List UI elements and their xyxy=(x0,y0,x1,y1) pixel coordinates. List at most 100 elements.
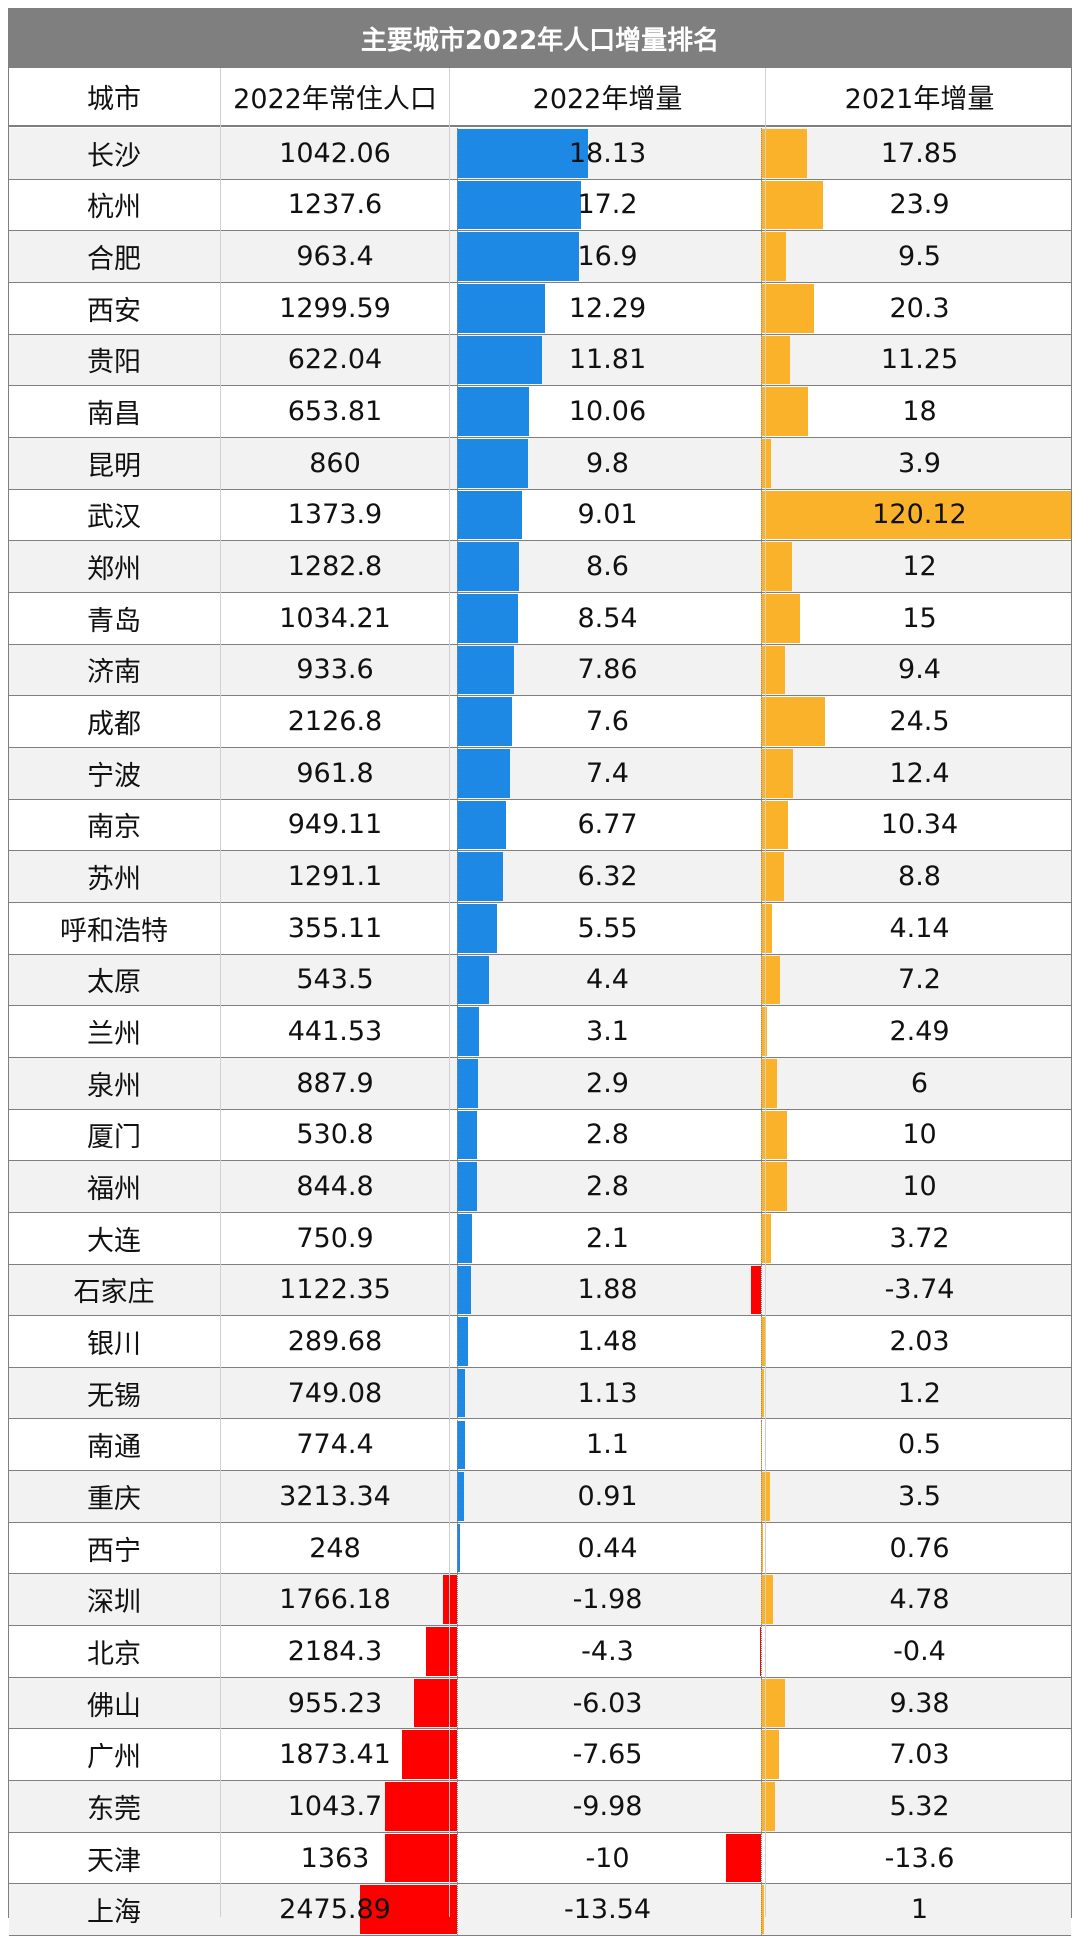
zero-axis-line xyxy=(761,282,762,334)
zero-axis-line xyxy=(761,1781,762,1832)
cell-pop2022: 963.4 xyxy=(221,231,449,282)
table-row: 南京 949.11 6.77 10.34 xyxy=(9,799,1073,852)
table-row: 宁波 961.8 7.4 12.4 xyxy=(9,747,1071,800)
cell-growth2022: 9.01 xyxy=(450,490,765,541)
cell-growth2022: -7.65 xyxy=(450,1729,765,1780)
cell-growth2022-text: 7.6 xyxy=(586,706,629,738)
zero-axis-line xyxy=(457,1574,458,1626)
cell-pop2022-text: 955.23 xyxy=(287,1687,383,1719)
zero-axis-line xyxy=(761,1367,762,1419)
zero-axis-line xyxy=(761,1316,762,1367)
cell-pop2022-text: 749.08 xyxy=(287,1377,383,1409)
zero-axis-line xyxy=(761,696,762,747)
bar-growth-2022 xyxy=(457,748,511,798)
cell-growth2022: 7.6 xyxy=(450,696,765,747)
zero-axis-line xyxy=(457,1781,458,1832)
zero-axis-line xyxy=(457,1006,458,1057)
cell-growth2022-text: 2.1 xyxy=(586,1222,629,1254)
cell-growth2021: 9.5 xyxy=(766,231,1073,282)
cell-growth2021-text: 5.32 xyxy=(889,1790,950,1822)
cell-growth2021: 5.32 xyxy=(766,1781,1073,1832)
cell-city: 石家庄 xyxy=(9,1265,219,1316)
cell-growth2021-text: 11.25 xyxy=(880,344,959,376)
cell-growth2021-text: 9.4 xyxy=(898,654,941,686)
cell-city: 无锡 xyxy=(9,1368,219,1419)
bar-growth-2022 xyxy=(457,852,503,901)
cell-growth2021: 8.8 xyxy=(766,851,1073,902)
cell-city: 兰州 xyxy=(9,1006,219,1057)
bar-growth-2022 xyxy=(457,1523,461,1573)
cell-city: 南通 xyxy=(9,1420,219,1471)
cell-city-text: 福州 xyxy=(87,1174,141,1206)
bar-growth-2022 xyxy=(457,1058,478,1108)
cell-growth2022-text: 1.1 xyxy=(586,1429,629,1461)
bar-growth-2022 xyxy=(457,800,506,850)
cell-pop2022-text: 441.53 xyxy=(287,1016,383,1048)
cell-growth2022-text: 3.1 xyxy=(586,1016,629,1048)
cell-city: 西宁 xyxy=(9,1523,219,1574)
bar-growth-2022 xyxy=(457,593,519,643)
cell-growth2021: 9.4 xyxy=(766,645,1073,696)
cell-pop2022-text: 1299.59 xyxy=(279,292,391,324)
column-divider xyxy=(449,68,450,1917)
cell-pop2022-text: 653.81 xyxy=(287,396,383,428)
cell-growth2021-text: 23.9 xyxy=(889,189,950,221)
zero-axis-line xyxy=(457,1109,458,1161)
bar-growth-2022 xyxy=(457,645,514,695)
cell-pop2022: 949.11 xyxy=(221,800,449,851)
cell-pop2022-text: 355.11 xyxy=(287,912,383,944)
cell-growth2021: 12 xyxy=(766,541,1073,592)
cell-pop2022-text: 750.9 xyxy=(296,1222,374,1254)
cell-growth2021: 24.5 xyxy=(766,696,1073,747)
cell-growth2022: 9.8 xyxy=(450,438,765,489)
bar-growth-2021 xyxy=(761,1368,765,1418)
cell-city: 武汉 xyxy=(9,490,219,541)
cell-growth2022-text: 6.77 xyxy=(577,809,638,841)
cell-pop2022-text: 933.6 xyxy=(296,654,374,686)
cell-growth2021: 10 xyxy=(766,1110,1073,1161)
cell-city-text: 苏州 xyxy=(87,864,141,896)
table-row: 济南 933.6 7.86 9.4 xyxy=(9,644,1073,697)
zero-axis-line xyxy=(761,1729,762,1781)
cell-growth2021-text: 3.9 xyxy=(898,447,941,479)
zero-axis-line xyxy=(457,1626,458,1677)
cell-pop2022-text: 1363 xyxy=(300,1842,370,1874)
table-row: 合肥 963.4 16.9 9.5 xyxy=(9,231,1071,283)
cell-city-text: 武汉 xyxy=(87,502,141,534)
bar-growth-2021 xyxy=(761,1885,764,1935)
zero-axis-line xyxy=(761,179,762,231)
cell-growth2022-text: 0.44 xyxy=(577,1532,638,1564)
cell-growth2021: 120.12 xyxy=(766,490,1073,541)
cell-city: 西安 xyxy=(9,283,219,334)
cell-pop2022-text: 1122.35 xyxy=(279,1274,391,1306)
cell-city-text: 贵阳 xyxy=(87,347,141,379)
cell-growth2021-text: 12 xyxy=(902,551,937,583)
cell-city: 银川 xyxy=(9,1316,219,1367)
bar-growth-2022 xyxy=(385,1782,457,1831)
table-row: 深圳 1766.18 -1.98 4.78 xyxy=(9,1574,1071,1627)
cell-growth2021: 7.03 xyxy=(766,1729,1073,1780)
zero-axis-line xyxy=(761,128,762,179)
zero-axis-line xyxy=(457,1522,458,1574)
bar-growth-2022 xyxy=(457,129,588,178)
bar-growth-2021 xyxy=(761,1575,774,1625)
cell-growth2021-text: 1 xyxy=(910,1894,929,1926)
cell-growth2022: 2.8 xyxy=(450,1110,765,1161)
bar-growth-2021 xyxy=(725,1833,761,1883)
cell-pop2022: 530.8 xyxy=(221,1110,449,1161)
zero-axis-line xyxy=(457,128,458,179)
bar-growth-2022 xyxy=(457,1472,464,1521)
bar-growth-2022 xyxy=(457,283,546,333)
cell-growth2021: 23.9 xyxy=(766,180,1073,231)
cell-growth2022-text: 1.88 xyxy=(577,1274,638,1306)
cell-growth2021: 11.25 xyxy=(766,335,1073,386)
bar-growth-2021 xyxy=(761,593,800,643)
cell-growth2022: -4.3 xyxy=(450,1626,765,1677)
table-row: 广州 1873.41 -7.65 7.03 xyxy=(9,1729,1073,1782)
bar-growth-2022 xyxy=(401,1730,457,1780)
table-row: 上海 2475.89 -13.54 1 xyxy=(9,1884,1071,1936)
cell-pop2022: 2184.3 xyxy=(221,1626,449,1677)
bar-growth-2021 xyxy=(761,129,808,178)
cell-growth2021: 10.34 xyxy=(766,800,1073,851)
zero-axis-line xyxy=(761,334,762,386)
